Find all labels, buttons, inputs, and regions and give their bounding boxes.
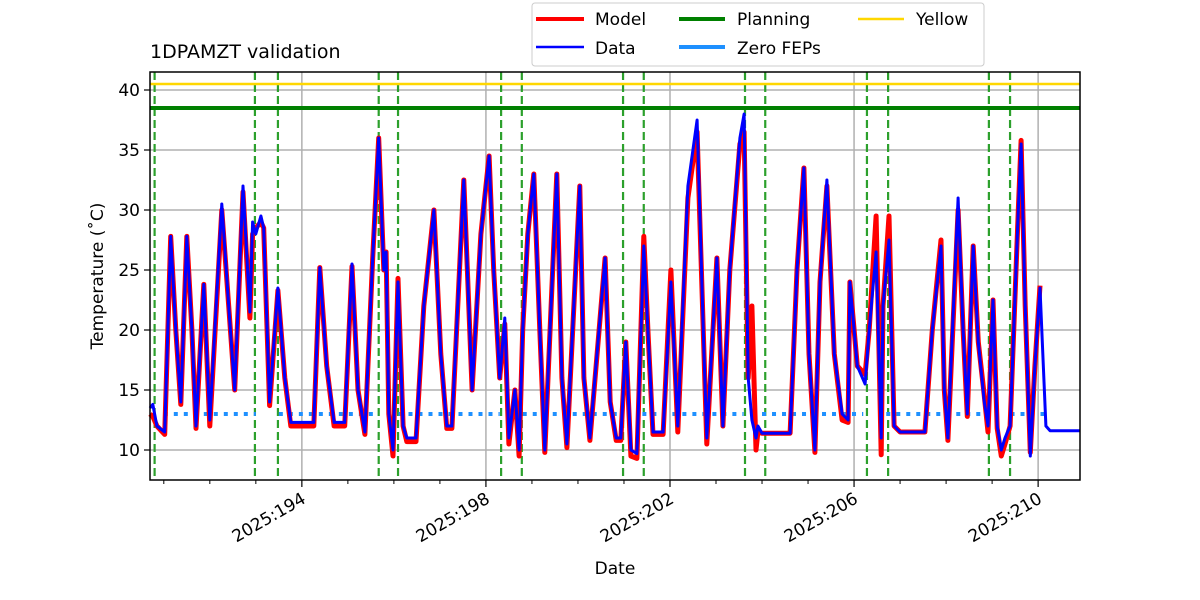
x-axis-ticks: 2025:194 2025:198 2025:202 2025:206 2025:210 (163, 480, 1046, 547)
legend-planning-label: Planning (737, 10, 810, 30)
y-tick-label: 40 (118, 81, 140, 101)
legend-data-label: Data (595, 39, 636, 59)
x-axis-label: Date (595, 559, 636, 579)
x-tick-label: 2025:210 (965, 489, 1046, 547)
legend-model-label: Model (595, 10, 646, 30)
legend: Model Data Planning Zero FEPs Yellow (531, 2, 985, 67)
legend-yellow-label: Yellow (915, 10, 968, 30)
x-tick-label: 2025:206 (781, 489, 862, 547)
y-tick-label: 30 (118, 201, 140, 221)
y-tick-label: 15 (118, 381, 140, 401)
series-model-line (148, 129, 1043, 461)
y-axis-ticks: 10 15 20 25 30 35 40 (118, 81, 150, 461)
x-tick-label: 2025:198 (413, 489, 494, 547)
y-tick-label: 20 (118, 321, 140, 341)
legend-zero-feps-label: Zero FEPs (737, 39, 821, 59)
y-axis-label: Temperature (˚C) (87, 203, 108, 351)
x-tick-label: 2025:202 (597, 489, 678, 547)
series-data-line (148, 112, 1080, 458)
y-tick-label: 25 (118, 261, 140, 281)
y-tick-label: 35 (118, 141, 140, 161)
limit-lines (150, 82, 1080, 110)
plot-frame (149, 71, 1081, 481)
chart-title: 1DPAMZT validation (150, 41, 341, 63)
series-lines (148, 112, 1080, 461)
y-tick-label: 10 (118, 441, 140, 461)
x-tick-label: 2025:194 (229, 489, 310, 547)
grid-lines (150, 72, 1080, 480)
